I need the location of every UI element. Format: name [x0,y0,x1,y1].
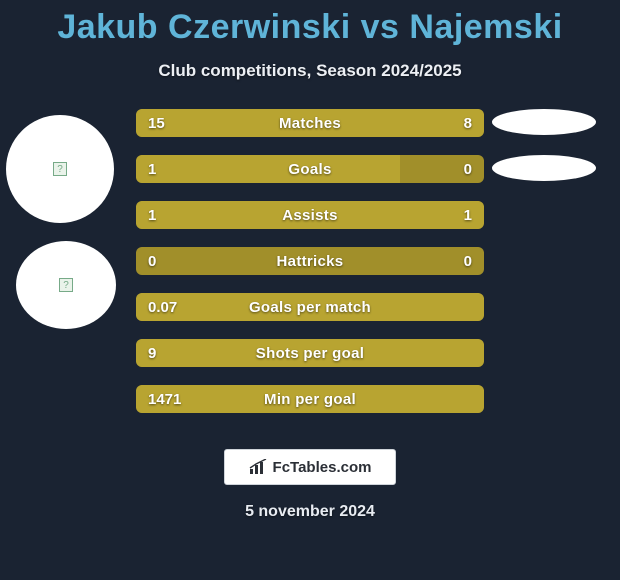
bars-column: 158Matches 10Goals 11Assists 00Hattricks 0.0… [136,109,484,431]
player-right-club-badge [492,109,596,135]
stat-row: 158Matches [136,109,484,137]
player-left-column: ? ? [6,109,126,329]
stat-row: 9Shots per goal [136,339,484,367]
stat-label: Matches [136,109,484,137]
subtitle: Club competitions, Season 2024/2025 [0,61,620,81]
page-title: Jakub Czerwinski vs Najemski [0,0,620,47]
player-right-column [492,109,612,201]
stat-label: Goals [136,155,484,183]
chart-icon [249,459,267,475]
stat-row: 1471Min per goal [136,385,484,413]
stat-row: 11Assists [136,201,484,229]
stat-label: Hattricks [136,247,484,275]
stat-row: 00Hattricks [136,247,484,275]
stat-row: 10Goals [136,155,484,183]
stat-label: Min per goal [136,385,484,413]
comparison-chart: ? ? 158Matches 10Goals 11Assists 00Hattrick… [0,109,620,429]
stat-label: Shots per goal [136,339,484,367]
player-right-avatar [492,155,596,181]
image-placeholder-icon: ? [53,162,67,176]
image-placeholder-icon: ? [59,278,73,292]
player-left-club-badge: ? [6,115,114,223]
date-caption: 5 november 2024 [0,503,620,521]
branding-text: FcTables.com [273,459,372,476]
player-left-avatar: ? [16,241,116,329]
stat-label: Goals per match [136,293,484,321]
stat-row: 0.07Goals per match [136,293,484,321]
branding-badge: FcTables.com [224,449,396,485]
stat-label: Assists [136,201,484,229]
